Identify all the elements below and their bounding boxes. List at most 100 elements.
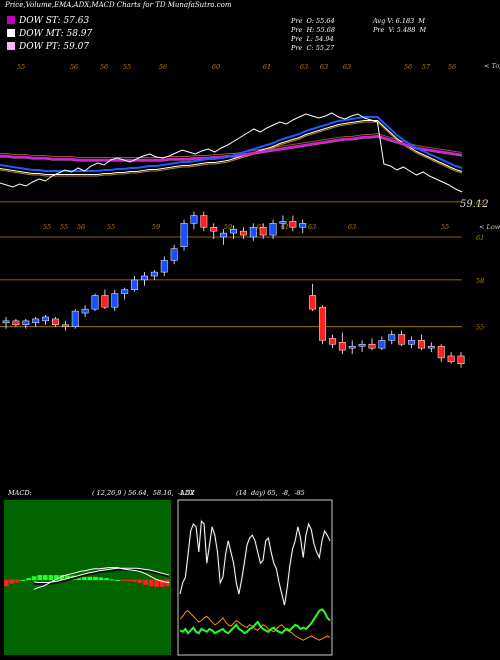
top-tick-label: 55 — [123, 63, 131, 71]
macd-histogram-bar — [54, 575, 59, 580]
candle — [408, 336, 415, 349]
candle-body — [417, 340, 425, 349]
candle-body — [91, 295, 99, 310]
candle-body — [398, 334, 406, 345]
top-tick-label: 56 — [448, 63, 456, 71]
macd-histogram-bar — [81, 576, 87, 580]
candle — [12, 318, 20, 327]
top-tick-label: 57 — [422, 63, 431, 71]
candle-body — [32, 318, 40, 324]
candle-body — [141, 275, 148, 281]
candle — [61, 320, 69, 331]
ema-blue-line — [0, 116, 463, 172]
candle-body — [457, 355, 465, 365]
macd-histogram-bar — [104, 578, 109, 580]
candle-body — [61, 324, 69, 327]
ema-gold-line — [0, 121, 463, 177]
candle — [101, 289, 109, 310]
candle — [239, 227, 247, 239]
macd-histogram-bar — [137, 580, 143, 584]
candle-body — [71, 310, 79, 327]
stat-pre-close: Pre C: 55.27 — [291, 44, 335, 52]
candle-body — [368, 344, 376, 349]
candle — [150, 270, 158, 280]
candle — [91, 293, 99, 312]
macd-line — [33, 567, 170, 590]
candle — [388, 330, 396, 345]
candle — [71, 309, 79, 329]
candle-body — [22, 320, 30, 326]
candle — [437, 344, 445, 362]
candle-body — [111, 293, 119, 308]
candle — [121, 287, 129, 300]
bottom-tick-label: 59 — [224, 223, 232, 231]
candle-body — [210, 227, 218, 232]
candle — [378, 336, 386, 351]
candle — [220, 229, 228, 245]
candle-body — [269, 223, 277, 236]
ema-brown-line — [0, 132, 463, 158]
candle — [338, 332, 346, 354]
macd-panel — [4, 500, 171, 655]
candle — [417, 334, 425, 351]
top-tick-label: 56 — [100, 63, 108, 71]
candle — [2, 316, 10, 329]
page-title: Price,Volume,EMA,ADX,MACD Charts for TD … — [5, 1, 232, 9]
macd-params: ( 12,26,9 ) 56.64, 58.16, -1.52 — [92, 489, 195, 497]
stat-pre-open: Pre O: 55.64 — [291, 17, 335, 25]
candle-body — [150, 271, 158, 277]
candle-body — [160, 260, 168, 273]
candle — [200, 211, 208, 232]
macd-histogram-bar — [93, 576, 98, 580]
candle — [42, 315, 50, 325]
macd-histogram-bar — [132, 580, 137, 582]
candle — [111, 289, 119, 312]
candle-body — [408, 340, 415, 345]
candle — [170, 244, 178, 265]
macd-histogram-bar — [165, 580, 171, 587]
candle — [457, 352, 465, 368]
candle-body — [200, 215, 208, 228]
candle — [398, 330, 406, 347]
candle-body — [121, 289, 129, 294]
top-tick-label: 61 — [263, 63, 271, 71]
macd-signal-line — [33, 568, 170, 585]
candle — [279, 215, 287, 230]
bottom-tick-label: 63 — [308, 223, 316, 231]
ema-white-line — [0, 120, 463, 175]
candle-body — [180, 223, 188, 248]
tops-label: < Tops — [484, 62, 500, 70]
stat-avg-volume: Avg V: 6.183 M — [373, 17, 426, 25]
top-tick-label: 56 — [70, 63, 78, 71]
candle — [190, 211, 198, 230]
candlesticks — [2, 211, 465, 368]
bottom-tick-label: 59 — [152, 223, 160, 231]
macd-histogram-bar — [159, 580, 165, 587]
ema-lines — [0, 112, 463, 193]
candle-body — [42, 316, 50, 322]
adx-panel — [177, 499, 333, 656]
top-tick-label: 63 — [300, 63, 308, 71]
macd-histogram-bar — [31, 576, 37, 580]
candle-body — [249, 227, 257, 238]
candle-body — [52, 318, 59, 325]
top-tick-label: 60 — [212, 63, 220, 71]
top-tick-label: 56 — [404, 63, 412, 71]
candle-body — [279, 221, 287, 224]
candle — [319, 305, 326, 345]
macd-signal-line — [33, 567, 170, 583]
macd-histogram-bar — [154, 580, 160, 587]
adx-minus-di-line — [179, 610, 331, 641]
legend-swatch-icon — [7, 42, 15, 50]
candle — [230, 225, 237, 239]
legend-swatch-icon — [7, 16, 15, 24]
candle — [81, 305, 89, 317]
candle-body — [12, 320, 20, 326]
stat-pre-volume: Pre V: 5.488 M — [373, 26, 427, 34]
macd-histogram-bar — [4, 580, 9, 587]
top-tick-label: 55 — [17, 63, 25, 71]
stat-pre-high: Pre H: 55.68 — [291, 26, 335, 34]
top-tick-label: 63 — [343, 63, 351, 71]
macd-histogram-bar — [59, 575, 65, 580]
macd-histogram-bar — [9, 580, 15, 584]
